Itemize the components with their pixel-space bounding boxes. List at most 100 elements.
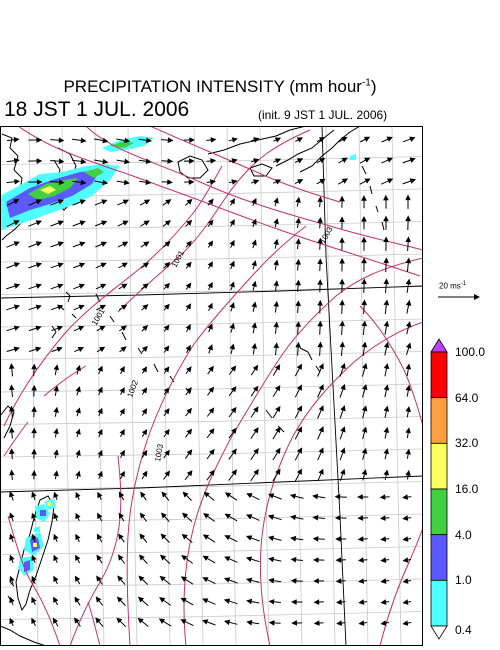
wind-vector-head <box>119 366 125 373</box>
wind-vector-head <box>9 575 15 583</box>
wind-vector-head <box>185 282 192 289</box>
wind-vector-head <box>122 199 130 205</box>
wind-vector-head <box>296 363 302 370</box>
wind-vector-head <box>121 262 128 268</box>
wind-vector-head <box>383 257 389 264</box>
wind-vector-head <box>120 304 128 310</box>
precip-band-north-heavy-2 <box>84 168 104 178</box>
wind-vector-head <box>207 198 214 205</box>
wind-vector-head <box>379 515 386 521</box>
wind-vector-head <box>312 536 319 542</box>
wind-vector-head <box>9 512 15 519</box>
isobar-line-12 <box>359 305 423 427</box>
coastline-kyushu <box>177 155 209 179</box>
wind-vector-head <box>409 136 416 142</box>
wind-vector-head <box>203 513 210 519</box>
wind-vector-head <box>405 384 412 391</box>
wind-vector-head <box>231 448 237 455</box>
wind-vector-head <box>97 386 103 393</box>
wind-vector-head <box>253 406 259 413</box>
wind-vector-head <box>78 325 85 332</box>
wind-vector-head <box>185 324 191 331</box>
wind-vector-head <box>224 492 232 498</box>
wind-vector-head <box>145 158 152 165</box>
wind-vector-head <box>97 512 103 520</box>
init-time-label: (init. 9 JST 1 JUL. 2006) <box>258 108 388 122</box>
wind-vector-head <box>75 428 81 435</box>
wind-vector-head <box>291 620 298 626</box>
wind-vector-head <box>296 384 302 391</box>
wind-vector-head <box>296 468 302 475</box>
wind-vector-head <box>231 179 238 185</box>
wind-vector-head <box>141 366 147 373</box>
wind-vector-head <box>231 137 238 143</box>
wind-vector-head <box>210 179 216 185</box>
wind-vector-head <box>296 447 303 454</box>
wind-vector-head <box>290 599 297 605</box>
wind-vector-head <box>339 278 345 285</box>
wind-vector-head <box>251 322 257 329</box>
wind-vector-head <box>383 363 390 370</box>
wind-vector-head <box>275 447 281 454</box>
wind-vector-head <box>53 554 59 562</box>
wind-vector-head <box>96 554 102 561</box>
coastline-korea-islands <box>51 291 77 339</box>
wind-vector-head <box>186 407 192 414</box>
wind-vector-head <box>357 494 363 500</box>
wind-vector-head <box>143 241 150 247</box>
wind-vector-head <box>31 448 37 455</box>
wind-vector-head <box>163 345 170 352</box>
colorbar <box>430 338 448 640</box>
wind-vector-head <box>9 469 15 476</box>
wind-vector-head <box>31 596 37 604</box>
wind-vector-head <box>101 220 108 226</box>
grid-lon-line <box>160 126 171 646</box>
wind-vector-head <box>31 617 37 625</box>
wind-vector-head <box>318 447 324 454</box>
wind-vector-head <box>339 195 345 202</box>
colorbar-segment <box>430 397 448 444</box>
wind-vector-head <box>383 320 390 327</box>
wind-vector-head <box>246 577 253 584</box>
colorbar-tick-label: 16.0 <box>455 482 479 496</box>
wind-vector-head <box>99 304 107 310</box>
wind-vector-head <box>295 238 301 245</box>
wind-vector-head <box>57 262 64 268</box>
wind-vector-head <box>251 342 258 349</box>
wind-vector-head <box>273 259 279 266</box>
wind-vector-head <box>57 220 65 226</box>
wind-vector-head <box>35 199 42 205</box>
wind-vector-head <box>380 578 387 584</box>
wind-vector-head <box>188 158 195 164</box>
wind-vector-head <box>273 300 279 307</box>
wind-vector-head <box>312 557 319 563</box>
wind-vector-head <box>75 533 81 540</box>
wind-vector-head <box>142 283 149 289</box>
wind-vector-head <box>383 215 389 222</box>
wind-vector-head <box>339 257 345 264</box>
coastline-izu-islands <box>361 165 385 231</box>
wind-vector-head <box>164 470 171 477</box>
wind-vector-head <box>383 194 389 201</box>
wind-vector-head <box>207 240 214 247</box>
wind-vector-head <box>13 157 20 164</box>
wind-vector-head <box>57 199 65 205</box>
colorbar-tick-label: 1.0 <box>455 573 472 588</box>
map-border <box>0 126 423 646</box>
grid-lat-line <box>0 351 423 360</box>
wind-vector-head <box>361 405 368 412</box>
wind-vector-head <box>9 427 15 433</box>
wind-vector-head <box>405 342 412 349</box>
wind-vector-head <box>142 262 150 268</box>
wind-vector-head <box>409 178 416 184</box>
wind-vector-head <box>207 323 213 330</box>
wind-vector-head <box>99 346 106 353</box>
wind-vector-head <box>97 365 103 372</box>
wind-vector-head <box>186 428 193 435</box>
isobar-line-8 <box>183 257 423 646</box>
wind-vector-head <box>75 449 81 456</box>
wind-vector-head <box>210 158 217 164</box>
wind-vector-head <box>119 387 125 394</box>
wind-vector-head <box>9 596 15 604</box>
